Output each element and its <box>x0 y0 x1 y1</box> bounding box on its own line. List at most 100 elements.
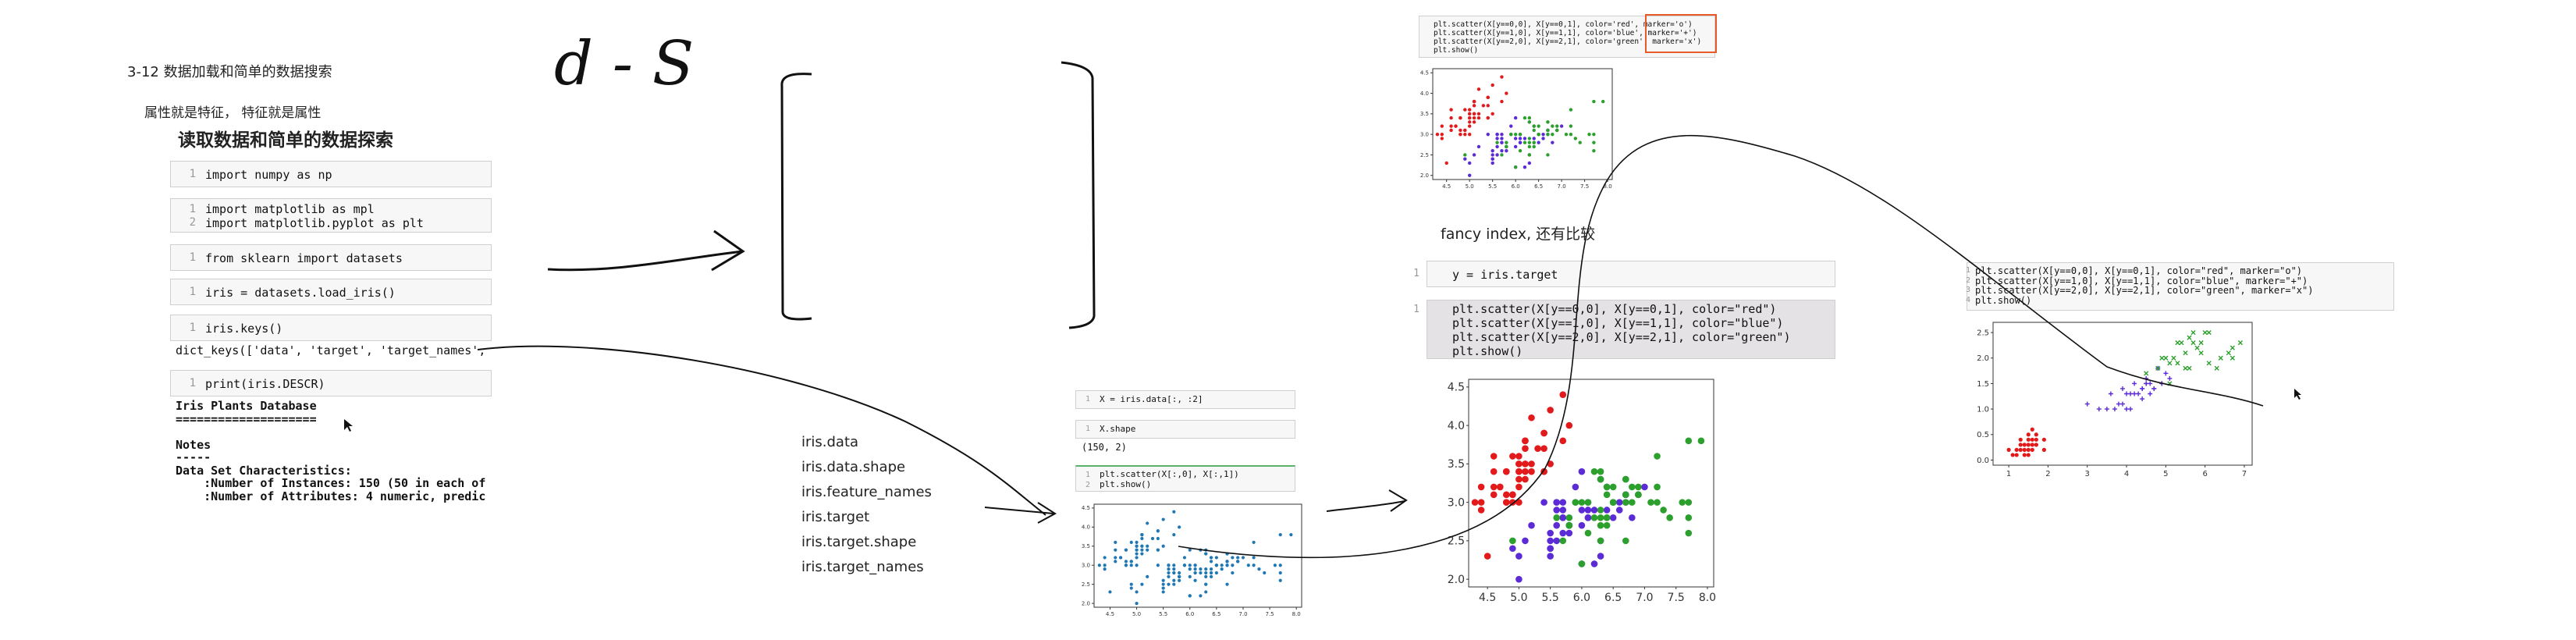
data-point-setosa <box>1522 437 1529 445</box>
y-tick-label: 3.0 <box>1448 496 1465 509</box>
data-point-virginica <box>1518 148 1523 153</box>
data-point-setosa <box>1540 429 1547 437</box>
code-cell-iris-target[interactable]: 1 y = iris.target <box>1413 261 1835 287</box>
code-cell-petal-scatter[interactable]: 1 2 3 4 plt.scatter(X[y==0,0], X[y==0,1]… <box>1966 262 2394 311</box>
data-point-setosa <box>1156 536 1160 541</box>
data-point-setosa <box>1540 445 1547 452</box>
code-cell-import-numpy[interactable]: 1 import numpy as np <box>170 161 492 187</box>
y-tick-label: 3.0 <box>1082 563 1090 569</box>
data-point-setosa <box>1440 137 1444 140</box>
code-cell-import-datasets[interactable]: 1 from sklearn import datasets <box>170 244 492 271</box>
data-point-virginica <box>1537 132 1540 137</box>
data-point-virginica <box>1546 132 1550 137</box>
plot-frame <box>1468 379 1714 588</box>
data-point-virginica <box>1565 514 1573 521</box>
data-point-versicolor <box>1172 564 1176 567</box>
data-point-virginica <box>1555 128 1559 133</box>
cell-code: print(iris.DESCR) <box>205 377 325 391</box>
data-point-versicolor <box>1522 537 1529 545</box>
data-point-virginica <box>1273 564 1277 567</box>
data-point-setosa <box>1124 548 1128 552</box>
x-tick-label: 8.0 <box>1699 592 1716 604</box>
data-point-virginica <box>1278 533 1282 537</box>
data-point-versicolor <box>1578 468 1586 475</box>
data-point-setosa <box>1135 548 1139 552</box>
data-point-setosa <box>2014 453 2019 457</box>
data-point-virginica <box>1592 140 1596 144</box>
x-tick-label: 5.5 <box>1542 592 1559 604</box>
data-point-virginica <box>1601 99 1605 104</box>
data-point-versicolor <box>1505 148 1508 153</box>
data-point-virginica <box>1532 124 1536 128</box>
data-point-virginica <box>1597 468 1604 475</box>
data-point-setosa <box>1129 564 1133 567</box>
code-cell-x-data[interactable]: 1 X = iris.data[:, :2] <box>1075 390 1295 409</box>
data-point-virginica <box>1654 499 1661 506</box>
code-cell-iris-keys[interactable]: 1 iris.keys() <box>170 315 492 341</box>
data-point-virginica <box>1647 499 1654 506</box>
data-point-setosa <box>2014 447 2019 452</box>
x-tick-label: 3 <box>2085 470 2090 478</box>
data-point-setosa <box>1559 391 1567 399</box>
data-point-virginica <box>1573 137 1578 140</box>
data-point-versicolor <box>1161 582 1165 586</box>
data-point-setosa <box>1522 445 1529 452</box>
data-point-virginica <box>1225 564 1229 567</box>
data-point-setosa <box>1146 521 1149 525</box>
data-point-versicolor <box>1491 161 1494 165</box>
data-point-versicolor <box>1578 521 1586 529</box>
cell-code: plt.scatter(X[y==0,0], X[y==0,1], color=… <box>1975 265 2314 306</box>
data-point-virginica <box>1209 560 1213 564</box>
data-point-virginica <box>1569 132 1573 137</box>
data-point-virginica <box>1527 153 1532 157</box>
y-tick-label: 4.5 <box>1448 382 1465 394</box>
data-point-virginica <box>1509 537 1516 545</box>
code-cell-load-iris[interactable]: 1 iris = datasets.load_iris() <box>170 279 492 305</box>
data-point-virginica <box>1603 483 1611 491</box>
cell-prompt: 1 2 <box>1085 471 1090 489</box>
data-point-setosa <box>1490 453 1498 460</box>
code-cell-x-shape[interactable]: 1 X.shape <box>1075 420 1295 439</box>
data-point-setosa <box>1509 499 1516 506</box>
data-point-setosa <box>1135 540 1139 544</box>
y-tick-label: 0.0 <box>1977 457 1989 465</box>
data-point-setosa <box>1515 453 1523 460</box>
arrow-to-bracket <box>547 250 744 272</box>
cell-prompt: 1 2 3 4 <box>1965 266 1970 304</box>
code-cell-colored-scatter[interactable]: 1 plt.scatter(X[y==0,0], X[y==0,1], colo… <box>1413 300 1835 359</box>
arrowhead-colored <box>1388 489 1408 512</box>
data-point-virginica <box>1204 552 1208 556</box>
data-point-setosa <box>1486 104 1490 108</box>
data-point-virginica <box>1204 582 1208 586</box>
data-point-setosa <box>1528 460 1535 468</box>
data-point-virginica <box>1513 165 1518 169</box>
data-point-setosa <box>1467 108 1472 112</box>
data-point-virginica <box>1546 128 1550 133</box>
code-cell-import-matplotlib[interactable]: 1 2 import matplotlib as mpl import matp… <box>170 198 492 233</box>
data-point-versicolor <box>1572 483 1579 491</box>
arrowhead-bracket <box>711 229 745 272</box>
data-point-setosa <box>1490 483 1498 491</box>
data-point-virginica <box>1209 574 1213 578</box>
data-point-versicolor <box>1541 132 1545 137</box>
code-cell-marker-scatter[interactable]: plt.scatter(X[y==0,0], X[y==0,1], color=… <box>1419 16 1715 58</box>
data-point-virginica <box>1209 556 1213 560</box>
data-point-virginica <box>1565 521 1573 529</box>
data-point-setosa <box>2041 437 2046 442</box>
data-point-setosa <box>1444 161 1448 165</box>
data-point-virginica <box>1597 537 1604 545</box>
data-point-virginica <box>1654 453 1661 460</box>
x-tick-label: 6.5 <box>1212 611 1220 617</box>
data-point-virginica <box>1204 548 1208 552</box>
data-point-versicolor <box>1491 148 1494 153</box>
cell-prompt: 1 <box>189 377 196 389</box>
code-cell-plain-scatter[interactable]: 1 2 plt.scatter(X[:,0], X[:,1]) plt.show… <box>1075 465 1295 492</box>
data-point-versicolor <box>1523 165 1527 169</box>
code-cell-print-descr[interactable]: 1 print(iris.DESCR) <box>170 370 492 396</box>
data-point-versicolor <box>1167 574 1171 578</box>
data-point-virginica <box>1252 540 1256 544</box>
attribute-item: iris.data <box>801 434 859 450</box>
data-point-virginica <box>1278 578 1282 582</box>
cell-code: from sklearn import datasets <box>205 251 403 265</box>
y-tick-label: 4.0 <box>1082 524 1090 531</box>
